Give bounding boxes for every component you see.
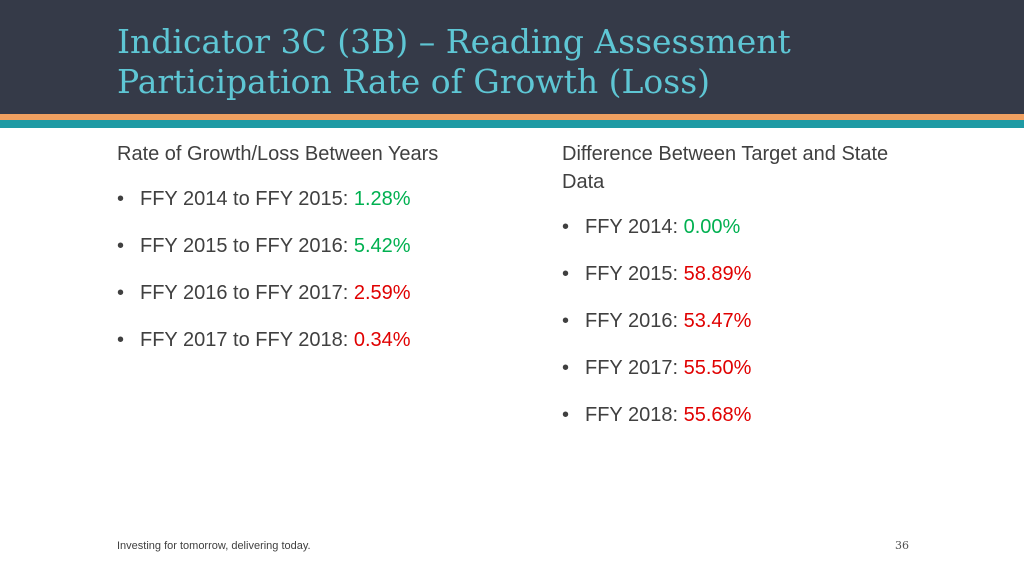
- bullet-icon: •: [562, 310, 570, 332]
- item-value: 2.59%: [353, 282, 411, 304]
- item-value: 0.34%: [353, 329, 411, 351]
- item-label: FFY 2016:: [585, 310, 679, 332]
- list-item: • FFY 2018: 55.68%: [562, 401, 902, 429]
- accent-stripe-orange: [0, 114, 1024, 120]
- item-value: 55.68%: [683, 404, 752, 426]
- slide-title: Indicator 3C (3B) – Reading Assessment P…: [117, 22, 791, 101]
- item-label: FFY 2015 to FFY 2016:: [140, 235, 349, 257]
- item-label: FFY 2016 to FFY 2017:: [140, 282, 349, 304]
- list-item: • FFY 2016: 53.47%: [562, 307, 902, 335]
- item-value: 55.50%: [683, 357, 752, 379]
- list-item: • FFY 2014 to FFY 2015: 1.28%: [117, 185, 457, 213]
- growth-list: • FFY 2014 to FFY 2015: 1.28% • FFY 2015…: [117, 185, 457, 354]
- difference-list: • FFY 2014: 0.00% • FFY 2015: 58.89% • F…: [562, 213, 902, 429]
- item-label: FFY 2018:: [585, 404, 679, 426]
- item-value: 1.28%: [353, 188, 411, 210]
- item-value: 5.42%: [353, 235, 411, 257]
- list-item: • FFY 2017: 55.50%: [562, 354, 902, 382]
- bullet-icon: •: [117, 235, 125, 257]
- item-label: FFY 2014 to FFY 2015:: [140, 188, 349, 210]
- bullet-icon: •: [117, 188, 125, 210]
- bullet-icon: •: [562, 404, 570, 426]
- bullet-icon: •: [562, 216, 570, 238]
- difference-column: Difference Between Target and State Data…: [562, 140, 902, 448]
- list-item: • FFY 2015: 58.89%: [562, 260, 902, 288]
- item-value: 58.89%: [683, 263, 752, 285]
- growth-column: Rate of Growth/Loss Between Years • FFY …: [117, 140, 457, 373]
- item-label: FFY 2014:: [585, 216, 679, 238]
- accent-stripe-teal: [0, 120, 1024, 128]
- list-item: • FFY 2015 to FFY 2016: 5.42%: [117, 232, 457, 260]
- bullet-icon: •: [117, 329, 125, 351]
- item-value: 0.00%: [683, 216, 741, 238]
- item-label: FFY 2017 to FFY 2018:: [140, 329, 349, 351]
- item-label: FFY 2015:: [585, 263, 679, 285]
- list-item: • FFY 2014: 0.00%: [562, 213, 902, 241]
- bullet-icon: •: [117, 282, 125, 304]
- list-item: • FFY 2016 to FFY 2017: 2.59%: [117, 279, 457, 307]
- footer-tagline: Investing for tomorrow, delivering today…: [117, 540, 311, 552]
- slide-header: Indicator 3C (3B) – Reading Assessment P…: [0, 0, 1024, 114]
- page-number: 36: [895, 539, 909, 552]
- list-item: • FFY 2017 to FFY 2018: 0.34%: [117, 326, 457, 354]
- bullet-icon: •: [562, 357, 570, 379]
- item-label: FFY 2017:: [585, 357, 679, 379]
- item-value: 53.47%: [683, 310, 752, 332]
- growth-heading: Rate of Growth/Loss Between Years: [117, 143, 439, 165]
- bullet-icon: •: [562, 263, 570, 285]
- difference-heading: Difference Between Target and State Data: [562, 143, 889, 193]
